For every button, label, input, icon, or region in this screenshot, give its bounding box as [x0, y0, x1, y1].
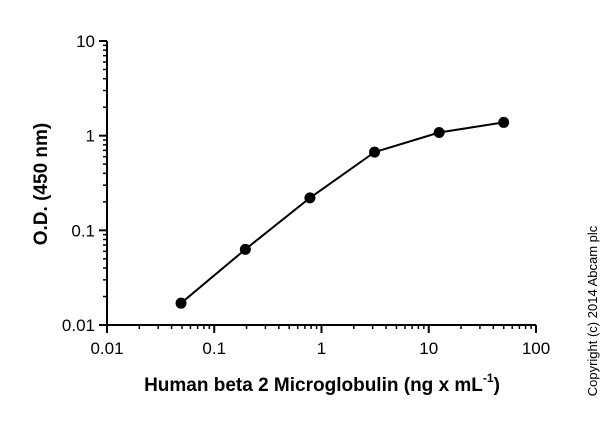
x-tick-label: 0.1 — [202, 339, 226, 358]
y-tick-label: 0.01 — [62, 316, 95, 335]
x-axis-title-main: Human beta 2 Microglobulin (ng x mL — [144, 375, 483, 396]
series — [175, 116, 510, 309]
series-line — [180, 121, 504, 304]
y-tick-label: 1 — [86, 127, 95, 146]
data-point — [304, 192, 316, 204]
x-tick-label: 100 — [522, 339, 550, 358]
data-point — [175, 297, 187, 309]
x-tick-label: 1 — [317, 339, 326, 358]
y-tick-label: 10 — [76, 32, 95, 51]
copyright-text: Copyright (c) 2014 Abcam plc — [585, 225, 600, 396]
y-axis-title: O.D. (450 nm) — [31, 123, 52, 245]
x-axis-title-superscript: -1 — [483, 371, 494, 385]
axes — [106, 41, 536, 326]
data-point — [369, 146, 381, 158]
x-tick-label: 10 — [419, 339, 438, 358]
data-point — [239, 243, 251, 255]
y-tick-label: 0.1 — [71, 221, 95, 240]
x-axis-title: Human beta 2 Microglobulin (ng x mL-1) — [144, 371, 500, 396]
ticks: 0.01 0.1 1 10 0.01 0.1 1 10 100 — [62, 32, 550, 358]
data-point — [498, 116, 510, 128]
x-tick-label: 0.01 — [90, 339, 123, 358]
data-point — [433, 127, 445, 139]
x-axis-title-close: ) — [494, 375, 500, 396]
